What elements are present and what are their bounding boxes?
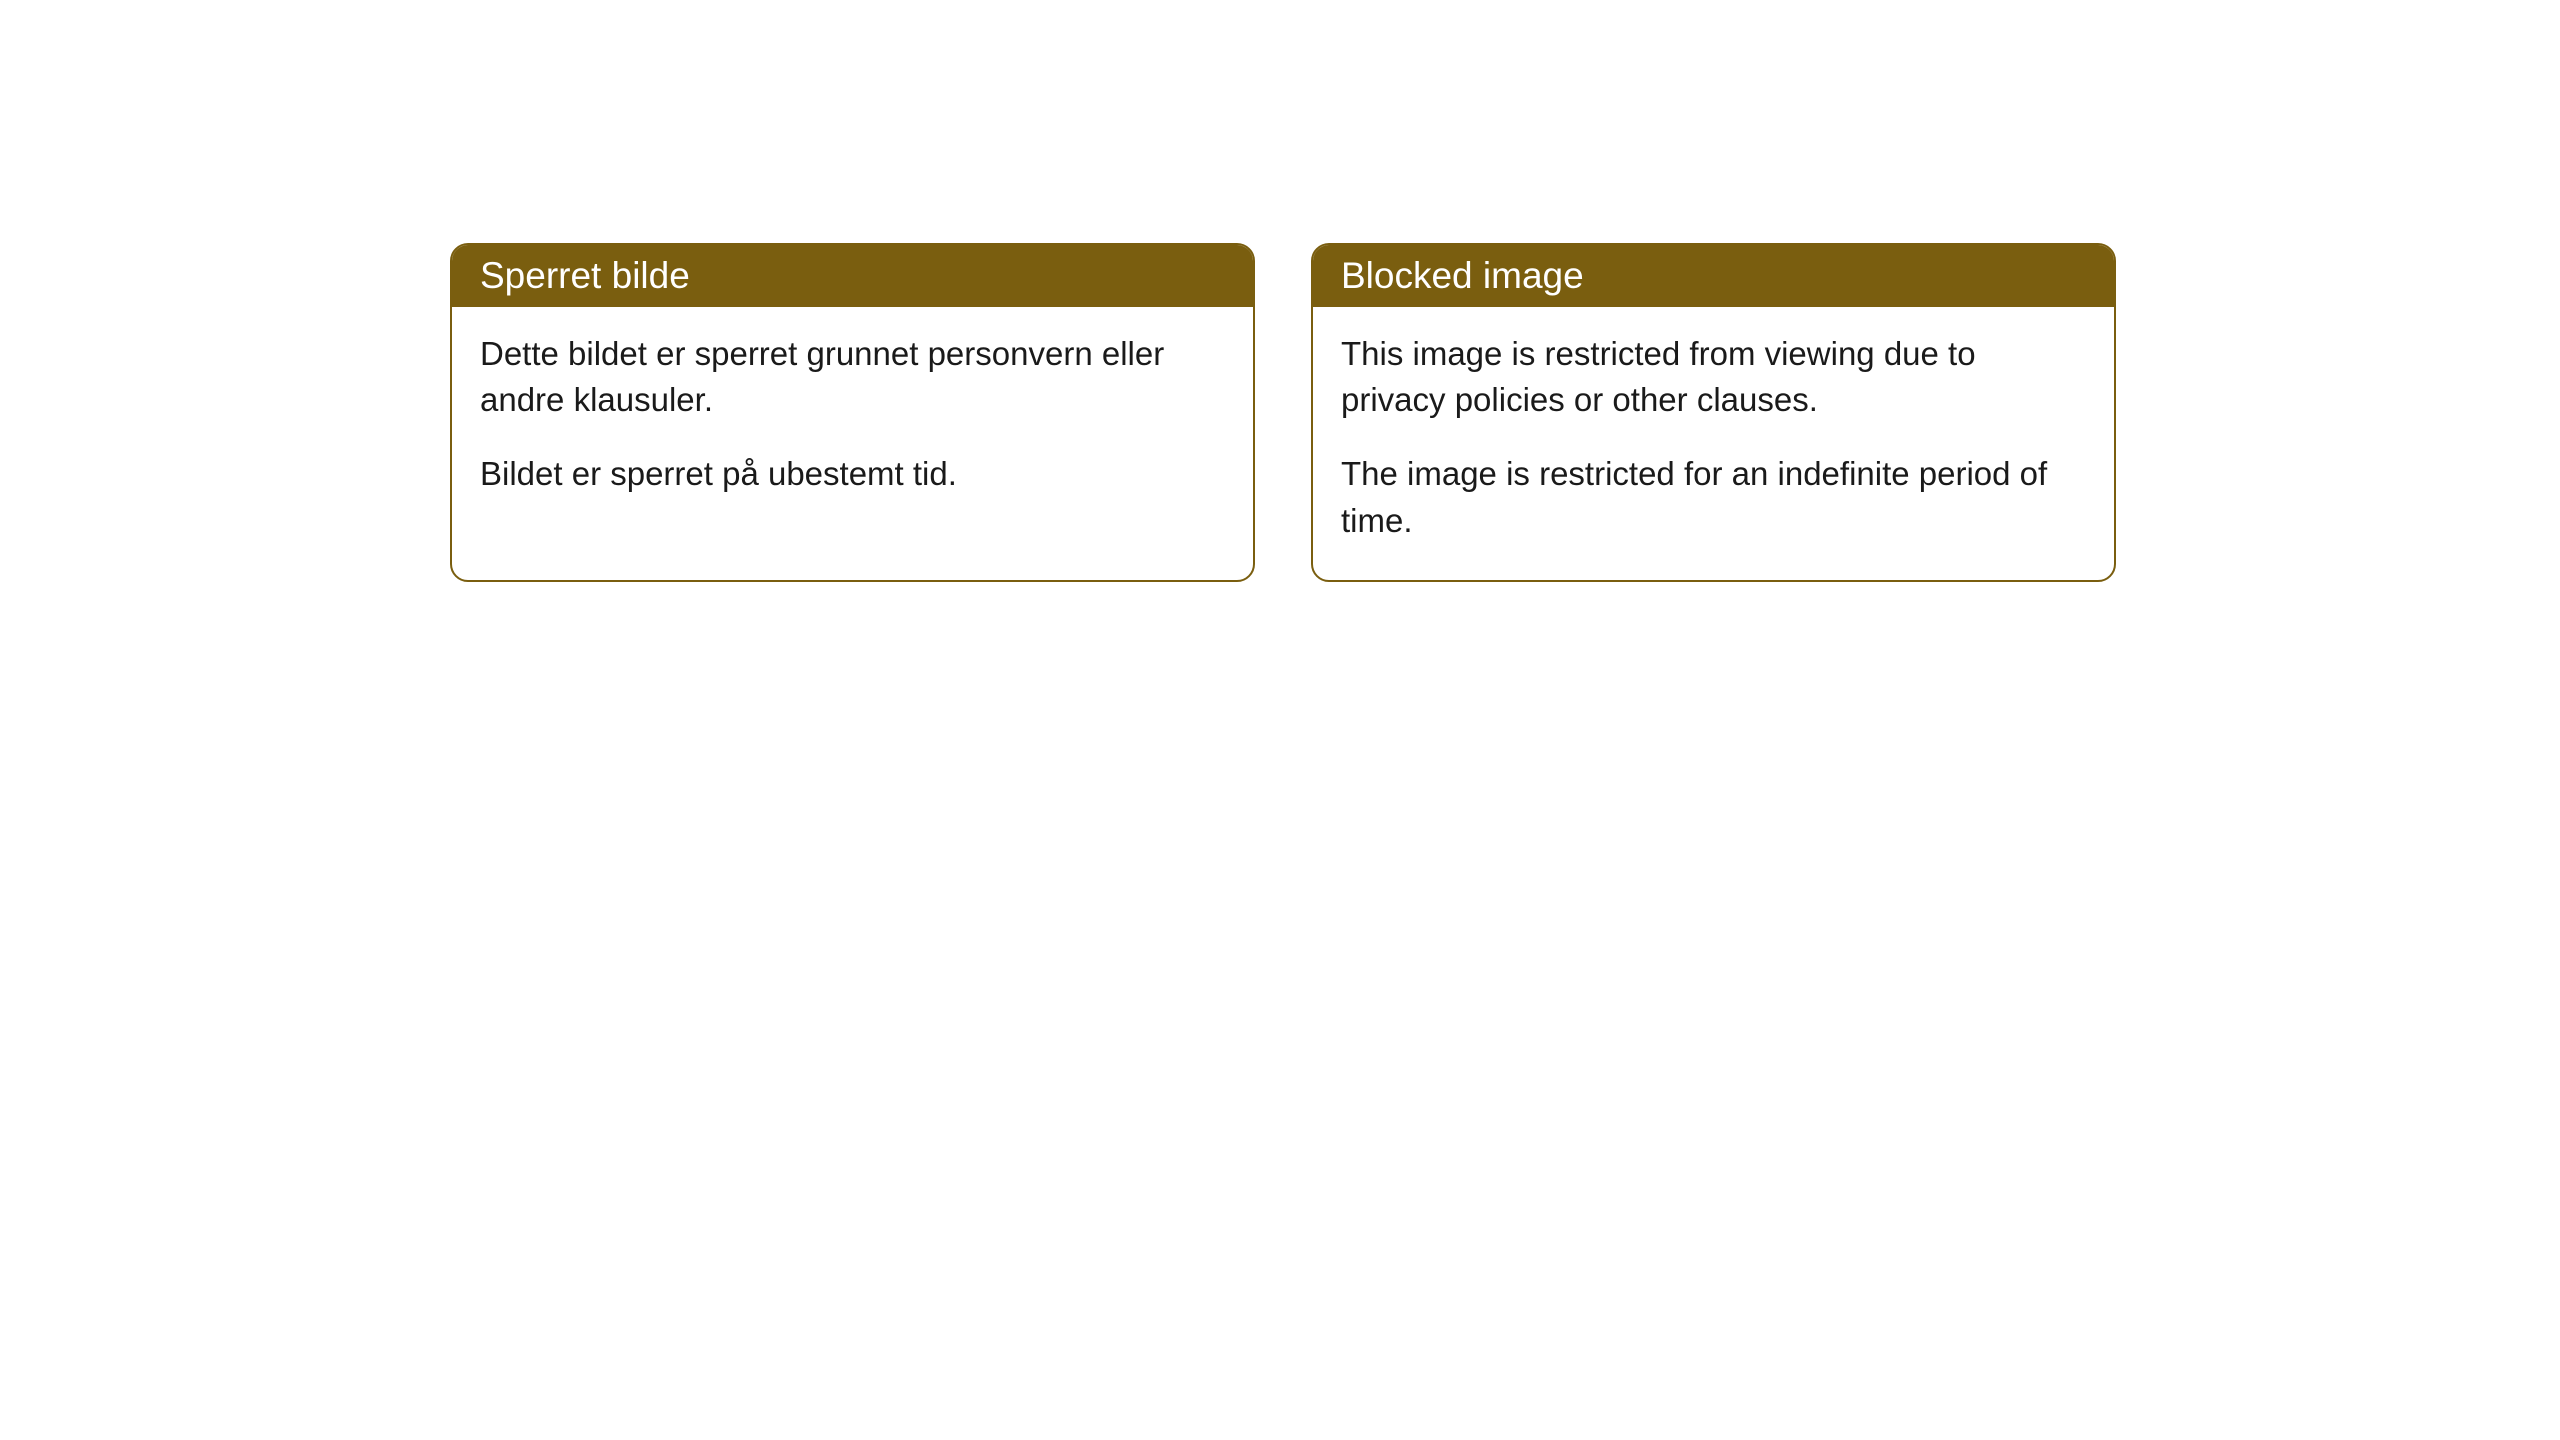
card-body-no: Dette bildet er sperret grunnet personve… bbox=[452, 307, 1253, 534]
blocked-image-card-no: Sperret bilde Dette bildet er sperret gr… bbox=[450, 243, 1255, 582]
card-paragraph-en-2: The image is restricted for an indefinit… bbox=[1341, 451, 2086, 543]
blocked-image-card-en: Blocked image This image is restricted f… bbox=[1311, 243, 2116, 582]
card-paragraph-no-1: Dette bildet er sperret grunnet personve… bbox=[480, 331, 1225, 423]
card-paragraph-no-2: Bildet er sperret på ubestemt tid. bbox=[480, 451, 1225, 497]
card-header-en: Blocked image bbox=[1313, 245, 2114, 307]
card-body-en: This image is restricted from viewing du… bbox=[1313, 307, 2114, 580]
card-paragraph-en-1: This image is restricted from viewing du… bbox=[1341, 331, 2086, 423]
cards-container: Sperret bilde Dette bildet er sperret gr… bbox=[450, 243, 2116, 582]
card-header-no: Sperret bilde bbox=[452, 245, 1253, 307]
